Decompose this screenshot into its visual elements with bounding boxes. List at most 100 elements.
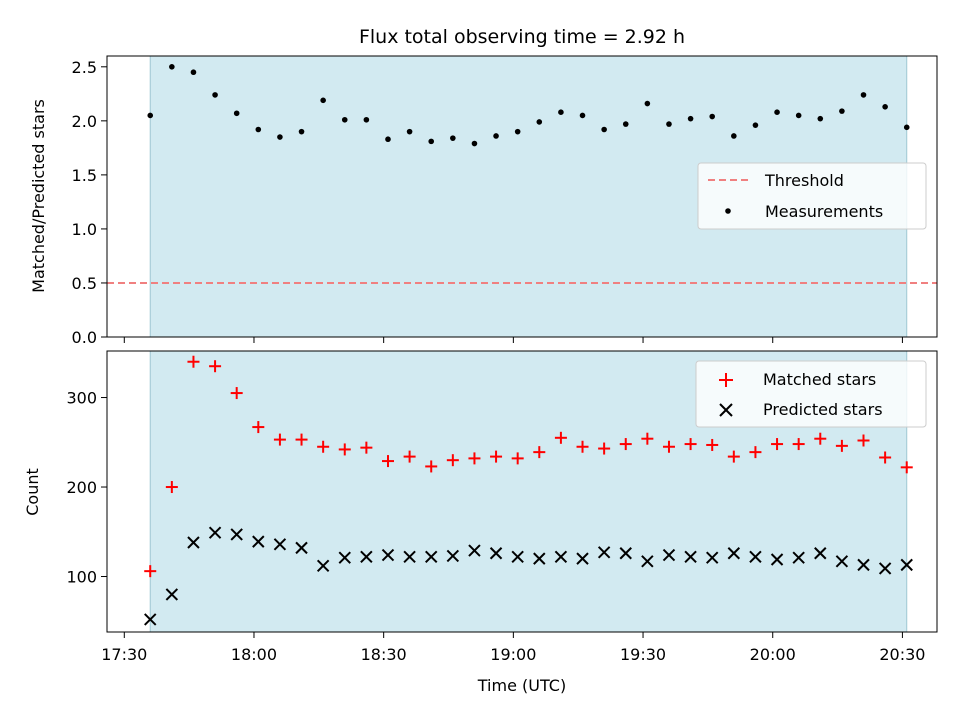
marker-stroke — [273, 538, 287, 551]
chart-title: Flux total observing time = 2.92 h — [359, 26, 685, 48]
marker-stroke — [165, 588, 179, 601]
marker-stroke — [706, 551, 719, 564]
predicted-star-marker — [857, 558, 870, 572]
predicted-star-marker — [662, 548, 676, 562]
measurement-point — [190, 69, 197, 76]
marker-stroke — [857, 558, 870, 572]
matched-star-marker — [662, 440, 675, 453]
predicted-star-marker — [360, 550, 373, 564]
y-tick-label: 2.5 — [72, 58, 97, 77]
x-tick-label: 20:30 — [879, 645, 925, 664]
measurement-point — [774, 109, 780, 115]
matched-star-marker — [403, 450, 416, 463]
predicted-star-marker — [165, 588, 179, 601]
marker-stroke — [425, 550, 438, 564]
marker-stroke — [252, 535, 265, 548]
y-tick-label: 2.0 — [72, 112, 97, 131]
marker-stroke — [316, 559, 330, 572]
measurement-point — [147, 112, 154, 119]
matched-star-marker — [879, 451, 892, 464]
matched-star-marker — [554, 431, 567, 444]
bottom-legend: Matched stars Predicted stars — [695, 360, 927, 428]
legend-measurements-swatch — [725, 208, 731, 214]
predicted-star-marker — [187, 536, 200, 549]
predicted-star-marker — [814, 547, 827, 560]
matched-star-marker — [165, 481, 178, 494]
marker-stroke — [338, 551, 351, 564]
x-tick-label: 18:00 — [231, 645, 277, 664]
predicted-star-marker — [316, 559, 330, 572]
measurement-point — [363, 116, 370, 123]
predicted-star-marker — [403, 550, 416, 564]
marker-stroke — [403, 550, 416, 564]
predicted-star-marker — [878, 562, 892, 575]
marker-stroke — [381, 548, 395, 562]
marker-stroke — [576, 552, 589, 565]
top-legend-box — [697, 162, 927, 230]
matched-star-marker — [706, 438, 719, 451]
matched-star-marker — [792, 438, 805, 451]
matched-star-marker — [835, 439, 848, 452]
matched-star-marker — [857, 434, 870, 447]
legend-measurements-label: Measurements — [765, 202, 883, 221]
y-tick-label: 1.0 — [72, 220, 97, 239]
predicted-star-marker — [338, 551, 351, 564]
marker-stroke — [230, 528, 243, 541]
predicted-star-marker — [835, 555, 849, 568]
marker-stroke — [295, 541, 308, 555]
marker-stroke — [360, 550, 373, 564]
measurement-point — [666, 121, 672, 127]
y-tick-label: 1.5 — [72, 166, 97, 185]
legend-predicted-label: Predicted stars — [763, 400, 883, 419]
matched-star-marker — [490, 450, 503, 463]
marker-stroke — [208, 526, 222, 539]
measurement-point — [514, 128, 521, 135]
measurement-point — [277, 134, 283, 140]
predicted-star-marker — [749, 550, 762, 564]
measurement-point — [341, 116, 348, 123]
marker-stroke — [446, 549, 460, 563]
legend-predicted-swatch — [719, 403, 733, 417]
matched-star-marker — [360, 441, 373, 454]
measurement-point — [255, 126, 262, 133]
matched-star-marker — [295, 433, 308, 446]
measurement-point — [298, 128, 305, 135]
legend-threshold-label: Threshold — [764, 171, 844, 190]
measurement-point — [709, 113, 716, 120]
y-tick-label: 0.5 — [72, 274, 97, 293]
matched-star-marker — [468, 452, 481, 465]
measurement-point — [212, 92, 218, 98]
measurement-point — [536, 119, 543, 125]
matched-star-marker — [209, 360, 222, 373]
measurement-point — [558, 109, 564, 115]
predicted-star-marker — [554, 550, 568, 564]
predicted-star-marker — [641, 555, 654, 568]
x-tick-label: 18:30 — [361, 645, 407, 664]
marker-stroke — [641, 555, 654, 568]
predicted-star-marker — [511, 550, 524, 564]
bottom-legend-box — [695, 360, 927, 428]
matched-star-marker — [727, 450, 740, 463]
measurement-point — [752, 122, 759, 128]
top-y-axis-label: Matched/Predicted stars — [29, 99, 48, 293]
matched-star-marker — [814, 432, 827, 445]
predicted-star-marker — [468, 544, 481, 557]
marker-stroke — [684, 550, 697, 564]
measurement-point — [817, 115, 824, 122]
marker-stroke — [662, 548, 676, 562]
predicted-star-marker — [727, 547, 741, 560]
measurement-point — [493, 133, 499, 139]
predicted-star-marker — [252, 535, 265, 548]
predicted-star-marker — [230, 528, 243, 541]
top-legend: Threshold Measurements — [697, 162, 927, 230]
predicted-star-marker — [706, 551, 719, 564]
y-tick-label: 200 — [66, 478, 97, 497]
predicted-star-marker — [446, 549, 460, 563]
matched-star-marker — [446, 454, 459, 467]
marker-stroke — [468, 544, 481, 557]
measurement-point — [601, 126, 607, 133]
x-tick-label: 19:00 — [490, 645, 536, 664]
measurement-point — [169, 64, 175, 70]
matched-star-marker — [317, 440, 330, 453]
measurement-point — [795, 112, 802, 119]
